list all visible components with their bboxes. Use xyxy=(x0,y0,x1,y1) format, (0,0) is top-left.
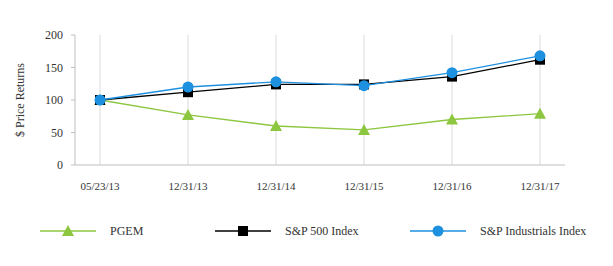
y-tick xyxy=(71,35,75,36)
legend-label: S&P 500 Index xyxy=(285,224,359,238)
point xyxy=(94,94,106,105)
x-tick-label: 12/31/17 xyxy=(520,180,560,192)
y-axis-title: $ Price Returns xyxy=(13,63,27,137)
point xyxy=(95,95,106,106)
point xyxy=(534,108,546,119)
legend-marker xyxy=(62,225,74,236)
x-tick-label: 12/31/13 xyxy=(168,180,208,192)
x-tick-label: 12/31/16 xyxy=(432,180,472,192)
point xyxy=(271,76,282,87)
point xyxy=(183,82,194,93)
y-tick-label: 50 xyxy=(51,126,63,140)
plot-area xyxy=(94,50,546,135)
y-tick-label: 0 xyxy=(57,158,63,172)
y-tick-label: 100 xyxy=(45,93,63,107)
legend-label: PGEM xyxy=(110,224,144,238)
series-line xyxy=(100,100,540,130)
y-tick-label: 150 xyxy=(45,61,63,75)
legend-marker xyxy=(238,226,248,236)
y-tick-label: 200 xyxy=(45,28,63,42)
x-tick-label: 12/31/15 xyxy=(344,180,384,192)
series-line xyxy=(100,56,540,100)
grid-line xyxy=(452,35,453,165)
legend-marker xyxy=(433,226,444,237)
point xyxy=(446,114,458,125)
grid-line xyxy=(188,35,189,165)
grid-line xyxy=(364,35,365,165)
series-line xyxy=(100,60,540,100)
x-tick-label: 05/23/13 xyxy=(80,180,120,192)
point xyxy=(182,109,194,120)
y-tick xyxy=(71,67,75,68)
point xyxy=(270,120,282,131)
point xyxy=(95,95,105,105)
legend-label: S&P Industrials Index xyxy=(480,224,586,238)
grid-line xyxy=(276,35,277,165)
y-tick xyxy=(71,100,75,101)
point xyxy=(447,67,458,78)
chart: 0 50 100 150 200 $ Price Returns 05/23/13 12/31… xyxy=(0,0,613,266)
x-tick-label: 12/31/14 xyxy=(256,180,296,192)
x-axis xyxy=(75,165,565,166)
y-tick xyxy=(71,132,75,133)
y-tick xyxy=(71,165,75,166)
point xyxy=(535,50,546,61)
point xyxy=(359,80,370,91)
point xyxy=(358,124,370,135)
